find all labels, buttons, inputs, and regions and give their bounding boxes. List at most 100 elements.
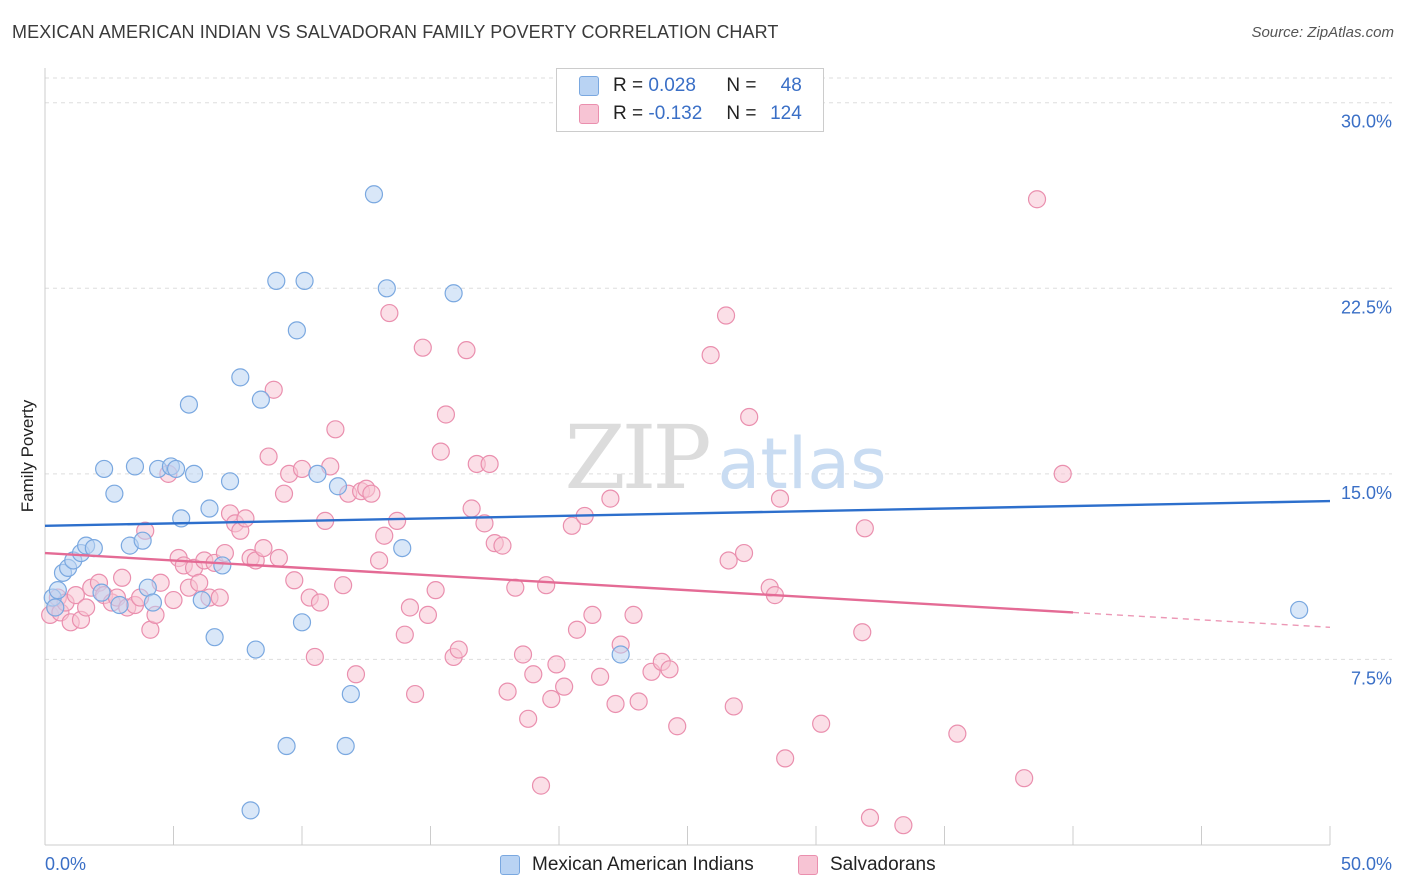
point-salvadoran bbox=[583, 605, 602, 625]
point-salvadoran bbox=[719, 551, 738, 570]
point-salvadoran bbox=[1053, 464, 1072, 483]
point-salvadoran bbox=[531, 776, 551, 795]
point-salvadoran bbox=[457, 341, 476, 360]
point-salvadoran bbox=[668, 717, 687, 736]
point-salvadoran bbox=[624, 605, 643, 625]
point-salvadoran bbox=[164, 590, 183, 610]
point-salvadoran bbox=[513, 645, 533, 664]
point-salvadoran bbox=[555, 677, 574, 696]
watermark-atlas: atlas bbox=[717, 423, 886, 505]
n-label: N = bbox=[726, 103, 757, 124]
series-name: Salvadorans bbox=[830, 854, 936, 875]
point-mexican-american-indian bbox=[444, 284, 463, 303]
point-mexican-american-indian bbox=[46, 598, 65, 617]
point-mexican-american-indian bbox=[241, 801, 260, 820]
point-salvadoran bbox=[334, 576, 353, 595]
trend-line bbox=[44, 499, 1331, 528]
point-salvadoran bbox=[310, 593, 330, 612]
point-salvadoran bbox=[254, 538, 273, 558]
trend-line-extension bbox=[1072, 611, 1331, 628]
point-mexican-american-indian bbox=[377, 279, 396, 298]
point-salvadoran bbox=[948, 724, 967, 743]
point-salvadoran bbox=[400, 598, 420, 617]
y-tick-label: 30.0% bbox=[1341, 112, 1392, 132]
point-salvadoran bbox=[480, 454, 499, 474]
stats-legend: R = 0.028 N = 48 R = -0.132 N = 124 bbox=[556, 68, 824, 132]
point-salvadoran bbox=[724, 697, 743, 716]
point-salvadoran bbox=[387, 511, 407, 530]
point-salvadoran bbox=[346, 665, 366, 684]
point-salvadoran bbox=[601, 489, 620, 508]
point-mexican-american-indian bbox=[84, 538, 103, 558]
point-salvadoran bbox=[894, 816, 913, 835]
point-mexican-american-indian bbox=[200, 499, 219, 518]
point-salvadoran bbox=[395, 625, 414, 644]
point-salvadoran bbox=[537, 576, 556, 595]
point-salvadoran bbox=[606, 694, 625, 714]
point-salvadoran bbox=[462, 499, 481, 518]
point-salvadoran bbox=[1015, 769, 1034, 788]
watermark-zip: ZIP bbox=[564, 406, 709, 509]
grid-layer bbox=[45, 77, 1392, 660]
legend-row-blue: R = 0.028 N = 48 bbox=[579, 73, 802, 99]
y-tick-label: 15.0% bbox=[1341, 483, 1392, 503]
r-value: 0.028 bbox=[648, 75, 696, 96]
point-mexican-american-indian bbox=[246, 640, 265, 659]
y-tick-label: 7.5% bbox=[1351, 668, 1392, 688]
legend-row-pink: R = -0.132 N = 124 bbox=[579, 101, 802, 127]
pink-swatch bbox=[579, 104, 599, 124]
point-mexican-american-indian bbox=[251, 390, 270, 409]
point-mexican-american-indian bbox=[105, 484, 124, 503]
point-mexican-american-indian bbox=[166, 459, 186, 479]
point-salvadoran bbox=[285, 571, 304, 590]
n-value: 48 bbox=[780, 75, 802, 96]
trend-line bbox=[44, 551, 1074, 614]
point-salvadoran bbox=[475, 514, 494, 533]
point-salvadoran bbox=[375, 526, 394, 545]
series-name: Mexican American Indians bbox=[532, 854, 754, 875]
point-salvadoran bbox=[380, 303, 399, 323]
point-salvadoran bbox=[519, 709, 538, 728]
point-salvadoran bbox=[305, 647, 324, 667]
point-mexican-american-indian bbox=[220, 472, 240, 491]
n-value: 124 bbox=[770, 103, 802, 124]
point-salvadoran bbox=[855, 519, 874, 538]
point-mexican-american-indian bbox=[308, 464, 327, 483]
point-salvadoran bbox=[326, 420, 345, 439]
blue-swatch bbox=[500, 855, 520, 875]
x-tick-label: 0.0% bbox=[45, 854, 86, 874]
point-salvadoran bbox=[190, 573, 209, 592]
point-salvadoran bbox=[426, 581, 445, 600]
axis-layer bbox=[44, 68, 1331, 846]
point-salvadoran bbox=[259, 447, 278, 466]
r-label: R = bbox=[613, 103, 644, 124]
point-mexican-american-indian bbox=[267, 271, 286, 290]
point-salvadoran bbox=[449, 640, 468, 659]
point-mexican-american-indian bbox=[393, 538, 412, 558]
watermark: ZIP atlas bbox=[564, 406, 886, 509]
point-salvadoran bbox=[292, 459, 312, 479]
blue-swatch bbox=[579, 76, 599, 96]
point-salvadoran bbox=[660, 660, 679, 679]
point-salvadoran bbox=[812, 714, 831, 733]
y-tick-labels: 7.5% 15.0% 22.5% 30.0% bbox=[1341, 112, 1392, 689]
point-mexican-american-indian bbox=[292, 613, 312, 632]
point-mexican-american-indian bbox=[328, 477, 348, 496]
point-salvadoran bbox=[701, 346, 720, 365]
point-mexican-american-indian bbox=[295, 271, 314, 290]
point-salvadoran bbox=[269, 548, 288, 568]
point-mexican-american-indian bbox=[287, 321, 306, 340]
point-mexican-american-indian bbox=[179, 395, 199, 414]
y-tick-label: 22.5% bbox=[1341, 297, 1392, 317]
point-salvadoran bbox=[498, 682, 517, 701]
point-salvadoran bbox=[405, 684, 425, 704]
point-salvadoran bbox=[740, 407, 759, 427]
series-legend-blue: Mexican American Indians bbox=[500, 852, 754, 878]
point-salvadoran bbox=[493, 536, 512, 555]
point-mexican-american-indian bbox=[48, 581, 67, 600]
point-salvadoran bbox=[77, 598, 96, 617]
point-mexican-american-indian bbox=[364, 185, 384, 204]
point-salvadoran bbox=[264, 380, 283, 399]
trend-layer bbox=[44, 499, 1331, 628]
point-salvadoran bbox=[66, 586, 85, 605]
